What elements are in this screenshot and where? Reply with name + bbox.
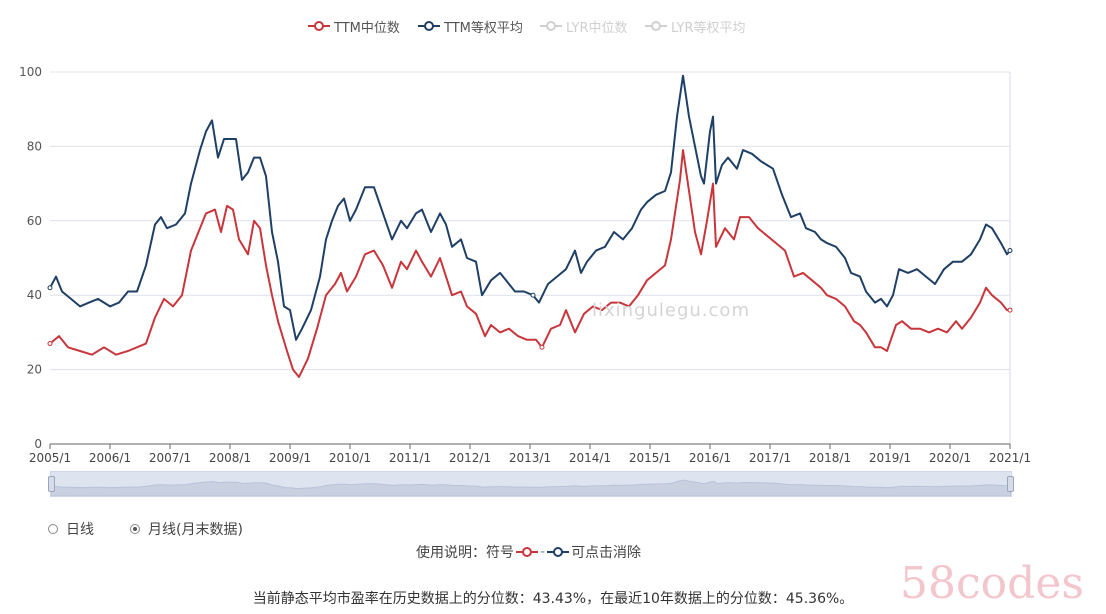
radio-label: 日线 xyxy=(66,522,94,538)
x-tick-label: 2021/1 xyxy=(989,451,1031,465)
radio-circle-icon xyxy=(48,524,58,534)
legend-label: LYR中位数 xyxy=(566,20,628,36)
x-tick-label: 2006/1 xyxy=(89,451,131,465)
series-line xyxy=(49,149,1010,378)
legend-line-marker-icon xyxy=(645,21,667,31)
series-point xyxy=(47,285,53,291)
legend-label: LYR等权平均 xyxy=(671,20,746,36)
data-zoom-slider[interactable] xyxy=(48,471,1014,497)
slider-start-handle[interactable] xyxy=(48,476,55,492)
series-point xyxy=(47,341,53,347)
legend-item-lyr-median[interactable]: LYR中位数 xyxy=(540,16,628,36)
y-tick-label: 0 xyxy=(34,437,42,451)
legend-item-ttm-median[interactable]: TTM中位数 xyxy=(308,16,400,36)
x-tick-label: 2018/1 xyxy=(809,451,851,465)
legend-item-ttm-equal-weight[interactable]: TTM等权平均 xyxy=(418,16,523,36)
grid-lines xyxy=(50,71,1011,444)
percentile-summary: 当前静态平均市盈率在历史数据上的分位数：43.43%，在最近10年数据上的分位数… xyxy=(252,591,854,607)
series-line xyxy=(49,74,1011,341)
legend-line-marker-icon xyxy=(418,21,440,31)
series-point xyxy=(539,344,545,350)
x-tick-label: 2009/1 xyxy=(269,451,311,465)
radio-label: 月线(月末数据) xyxy=(148,522,243,538)
series-point xyxy=(530,292,536,298)
legend-label: TTM等权平均 xyxy=(444,20,523,36)
y-tick-label: 40 xyxy=(27,288,42,302)
radio-monthly[interactable]: 月线(月末数据) xyxy=(130,519,243,539)
y-tick-label: 80 xyxy=(27,139,42,153)
x-tick-label: 2014/1 xyxy=(569,451,611,465)
radio-daily[interactable]: 日线 xyxy=(48,519,94,539)
y-tick-label: 60 xyxy=(27,214,42,228)
x-tick-label: 2010/1 xyxy=(329,451,371,465)
slider-end-handle[interactable] xyxy=(1007,476,1014,492)
legend-label: TTM中位数 xyxy=(334,20,400,36)
usage-suffix: 可点击消除 xyxy=(571,545,642,561)
legend-line-marker-icon xyxy=(540,21,562,31)
series-layer xyxy=(47,74,1013,378)
usage-dash: - xyxy=(540,544,546,560)
x-tick-label: 2016/1 xyxy=(689,451,731,465)
slider-overview xyxy=(51,479,1011,496)
series-point xyxy=(1007,248,1013,254)
blue-line-marker-icon xyxy=(547,547,570,557)
legend-item-lyr-equal-weight[interactable]: LYR等权平均 xyxy=(645,16,746,36)
y-tick-label: 100 xyxy=(19,65,42,79)
usage-note: 使用说明：符号 - 可点击消除 xyxy=(416,542,641,562)
x-tick-label: 2019/1 xyxy=(869,451,911,465)
x-tick-label: 2011/1 xyxy=(389,451,431,465)
red-line-marker-icon xyxy=(516,547,538,557)
period-mode-group: 日线 月线(月末数据) xyxy=(48,519,243,539)
radio-circle-icon xyxy=(130,524,140,534)
legend-line-marker-icon xyxy=(308,21,330,31)
brand-watermark: 58codes xyxy=(900,558,1084,609)
x-tick-label: 2017/1 xyxy=(749,451,791,465)
x-axis: 2005/1 2006/1 2007/1 2008/1 2009/1 2010/1 2011… xyxy=(29,443,1031,465)
x-tick-label: 2012/1 xyxy=(449,451,491,465)
x-tick-label: 2020/1 xyxy=(929,451,971,465)
x-tick-label: 2015/1 xyxy=(629,451,671,465)
usage-prefix: 使用说明：符号 xyxy=(416,545,514,561)
slider-overview-area xyxy=(51,479,1011,496)
x-tick-label: 2008/1 xyxy=(209,451,251,465)
chart-legend: TTM中位数 TTM等权平均 LYR中位数 LYR等权平均 xyxy=(0,10,1106,40)
series-point xyxy=(1007,307,1013,313)
y-tick-label: 20 xyxy=(27,363,42,377)
x-tick-label: 2007/1 xyxy=(149,451,191,465)
x-tick-label: 2013/1 xyxy=(509,451,551,465)
y-axis: 0 20 40 60 80 100 xyxy=(19,65,42,451)
watermark-text: lixingulegu.com xyxy=(592,300,750,321)
x-tick-label: 2005/1 xyxy=(29,451,71,465)
